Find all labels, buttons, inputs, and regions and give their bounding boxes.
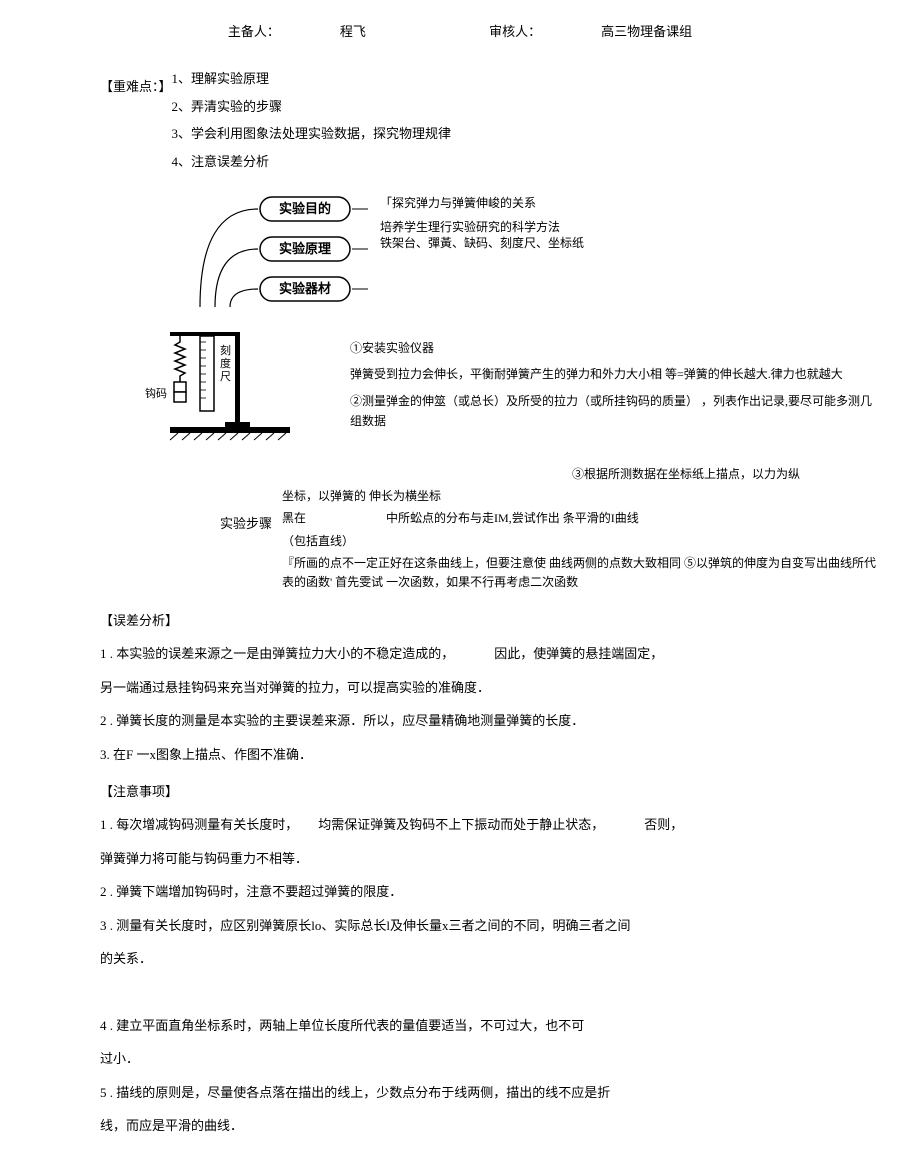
- steps-p1: 坐标，以弹簧的 伸长为横坐标: [282, 487, 880, 506]
- apparatus-block: 刻 度 尺 钩码 ①安装实验仪器 弹簧受到拉力会伸长，平衡耐弹簧产生的弹力和外力…: [140, 322, 880, 452]
- notes-p2: 2 . 弹簧下端增加钩码时，注意不要超过弹簧的限度．: [100, 880, 880, 903]
- notes-p3: 3 . 测量有关长度时，应区别弹簧原长lo、实际总长l及伸长量x三者之间的不同，…: [100, 914, 880, 937]
- apparatus-svg: 刻 度 尺 钩码: [140, 322, 310, 452]
- apparatus-p2: 弹簧受到拉力会伸长，平衡耐弹簧产生的弹力和外力大小相 等=弹簧的伸长越大.律力也…: [350, 364, 880, 384]
- apparatus-text: ①安装实验仪器 弹簧受到拉力会伸长，平衡耐弹簧产生的弹力和外力大小相 等=弹簧的…: [350, 322, 880, 438]
- diagram-sidetext: 「探究弹力与弹簧伸峻的关系 培养学生理行实验研究的科学方法 铁架台、彈黃、缺码、…: [380, 192, 584, 252]
- key-point-3: 3、学会利用图象法处理实验数据，探究物理规律: [172, 122, 452, 145]
- reviewer: 审核人：高三物理备课组: [459, 24, 722, 39]
- svg-text:度: 度: [220, 356, 231, 370]
- diagram-line3: 铁架台、彈黃、缺码、刻度尺、坐标纸: [380, 234, 584, 252]
- key-point-4: 4、注意误差分析: [172, 150, 452, 173]
- apparatus-p3: ②测量弹金的伸筮（或总长）及所受的拉力（或所挂钩码的质量） ，列表作出记录,要尽…: [350, 391, 880, 432]
- steps-label: 实验步骤: [220, 462, 272, 535]
- diagram-svg: 实验目的 实验原理 实验器材: [140, 192, 370, 307]
- notes-p4b: 过小．: [100, 1047, 880, 1070]
- notes-section: 【注意事项】 1 . 每次增减钩码测量有关长度时，均需保证弹簧及钩码不上下振动而…: [100, 780, 880, 1137]
- steps-content: ③根据所测数据在坐标纸上描点，以力为纵 坐标，以弹簧的 伸长为横坐标 黑在中所蚣…: [282, 462, 880, 595]
- svg-text:尺: 尺: [220, 371, 231, 383]
- svg-text:刻: 刻: [220, 343, 231, 357]
- steps-p3: （包括直线）: [282, 532, 880, 551]
- notes-title: 【注意事项】: [100, 780, 880, 803]
- notes-p1d: 弹簧弹力将可能与钩码重力不相等．: [100, 847, 880, 870]
- notes-p4: 4 . 建立平面直角坐标系时，两轴上单位长度所代表的量值要适当，不可过大，也不可: [100, 1014, 880, 1037]
- key-points-title: 【重难点：】: [100, 75, 172, 169]
- notes-p1: 1 . 每次增减钩码测量有关长度时，均需保证弹簧及钩码不上下振动而处于静止状态，…: [100, 813, 880, 836]
- diagram-line1: 「探究弹力与弹簧伸峻的关系: [380, 194, 584, 212]
- notes-p5b: 线，而应是平滑的曲线．: [100, 1114, 880, 1137]
- header-line: 主备人：程飞 审核人：高三物理备课组: [40, 20, 880, 43]
- error-p1: 1 . 本实验的误差来源之一是由弹簧拉力大小的不稳定造成的，因此，使弹簧的悬挂端…: [100, 642, 880, 665]
- steps-p2: 黑在中所蚣点的分布与走IM,尝试作出 条平滑的I曲线: [282, 509, 880, 528]
- apparatus-p1: ①安装实验仪器: [350, 338, 880, 358]
- preparer: 主备人：程飞: [198, 24, 396, 39]
- svg-text:实验目的: 实验目的: [279, 201, 331, 216]
- svg-text:实验原理: 实验原理: [279, 241, 331, 256]
- diagram-row: 实验目的 实验原理 实验器材 「探究弹力与弹簧伸峻的关系 培养学生理行实验研究的…: [140, 192, 880, 307]
- key-point-1: 1、理解实验原理: [172, 67, 452, 90]
- steps-pre: ③根据所测数据在坐标纸上描点，以力为纵: [282, 465, 800, 484]
- error-title: 【误差分析】: [100, 609, 880, 632]
- notes-p5: 5 . 描线的原则是，尽量使各点落在描出的线上，少数点分布于线两侧，描出的线不应…: [100, 1081, 880, 1104]
- steps-p4: 『所画的点不一定正好在这条曲线上，但要注意使 曲线两侧的点数大致相同 ⑤以弹筑的…: [282, 554, 880, 592]
- error-p1c: 另一端通过悬挂钩码来充当对弹簧的拉力，可以提高实验的准确度．: [100, 676, 880, 699]
- key-point-2: 2、弄清实验的步骤: [172, 95, 452, 118]
- error-section: 【误差分析】 1 . 本实验的误差来源之一是由弹簧拉力大小的不稳定造成的，因此，…: [100, 609, 880, 766]
- key-points-block: 【重难点：】 1、理解实验原理 2、弄清实验的步骤 3、学会利用图象法处理实验数…: [40, 63, 880, 177]
- svg-text:实验器材: 实验器材: [279, 281, 331, 296]
- svg-text:钩码: 钩码: [145, 386, 167, 400]
- notes-p3b: 的关系．: [100, 947, 880, 970]
- error-p2: 2 . 弹簧长度的测量是本实验的主要误差来源．所以，应尽量精确地测量弹簧的长度．: [100, 709, 880, 732]
- error-p3: 3. 在F 一x图象上描点、作图不准确．: [100, 743, 880, 766]
- steps-block: 实验步骤 ③根据所测数据在坐标纸上描点，以力为纵 坐标，以弹簧的 伸长为横坐标 …: [220, 462, 880, 595]
